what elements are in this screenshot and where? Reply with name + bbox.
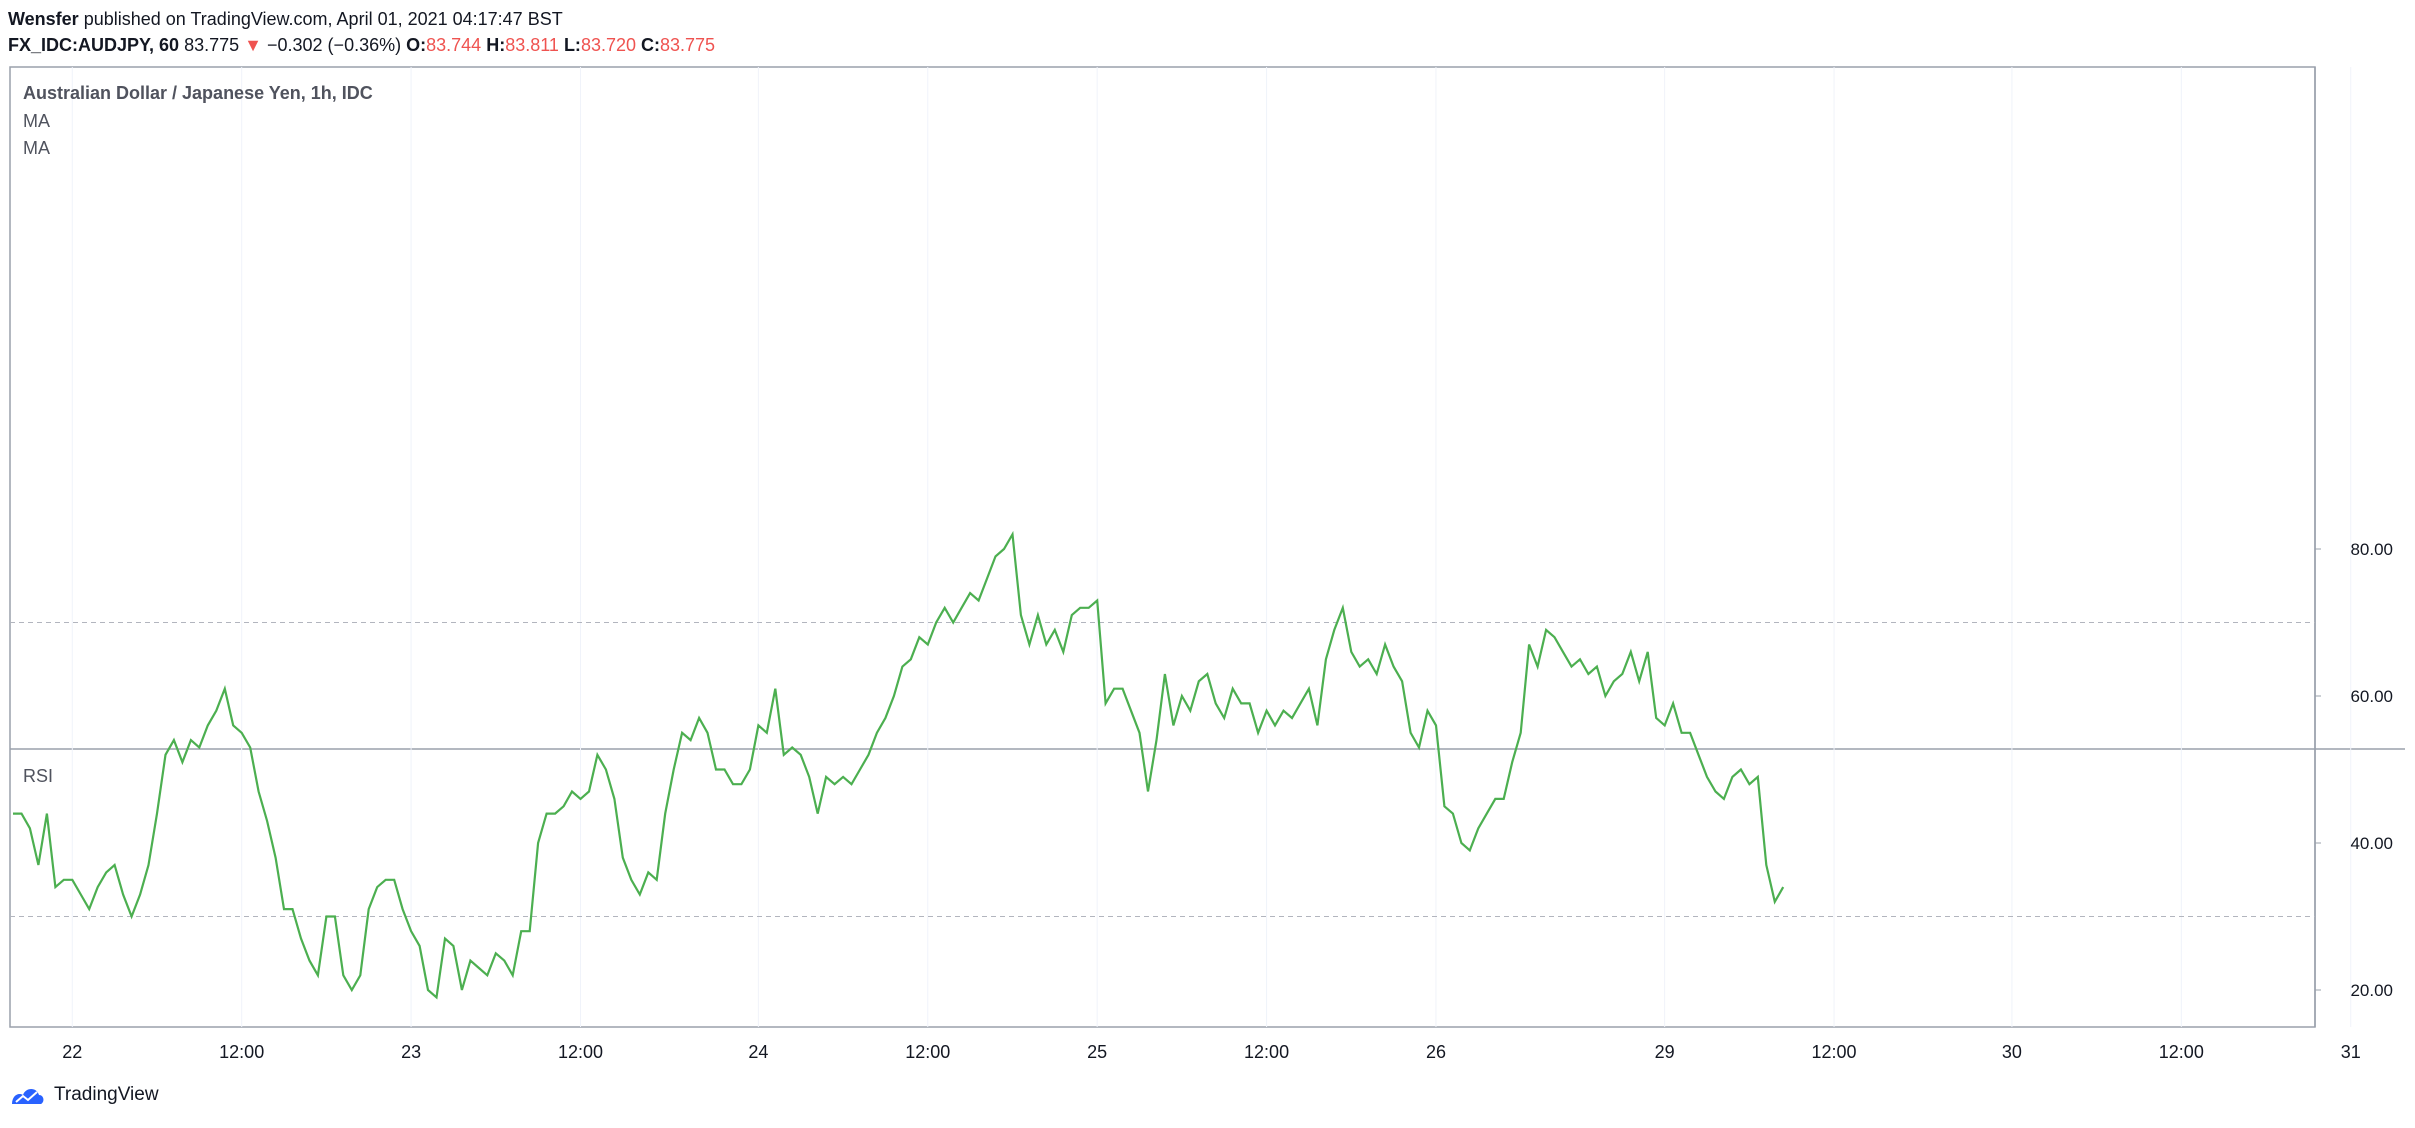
ma-legend-2: MA (23, 138, 50, 158)
down-arrow-icon: ▼ (244, 35, 262, 55)
rsi-tick-label: 20.00 (2350, 981, 2393, 1000)
high-value: 83.811 (505, 35, 559, 55)
rsi-pane (10, 530, 2315, 1000)
series-title: Australian Dollar / Japanese Yen, 1h, ID… (23, 83, 373, 103)
chart-header: Wensfer published on TradingView.com, Ap… (8, 6, 2408, 58)
time-tick-label: 29 (1655, 1042, 1675, 1062)
close-label: C: (641, 35, 661, 55)
open-value: 83.744 (426, 35, 482, 55)
last-price: 83.775 (184, 35, 240, 55)
time-tick-label: 12:00 (1244, 1042, 1289, 1062)
time-tick-label: 23 (401, 1042, 421, 1062)
time-axis[interactable]: 22 12:00 23 12:00 24 12:00 25 12:00 26 29 12:00 30 1… (62, 1042, 2415, 1062)
published-text: published on TradingView.com, April 01, … (83, 9, 563, 29)
symbol-info: FX_IDC:AUDJPY, 60 83.775 ▼ −0.302 (−0.36… (8, 32, 2408, 58)
rsi-tick-label: 40.00 (2350, 834, 2393, 853)
tradingview-logo-icon (12, 1088, 44, 1104)
price-change: −0.302 (−0.36%) (267, 35, 402, 55)
publish-info: Wensfer published on TradingView.com, Ap… (8, 6, 2408, 32)
symbol-label[interactable]: FX_IDC:AUDJPY, 60 (8, 35, 180, 55)
time-tick-label: 12:00 (1812, 1042, 1857, 1062)
rsi-tick-label: 60.00 (2350, 687, 2393, 706)
time-tick-label: 31 (2341, 1042, 2361, 1062)
chart-canvas[interactable]: 85.41483.34182.244 82.00082.50083.00083.… (0, 0, 2415, 1080)
price-axis[interactable]: 82.00082.50083.00083.50084.00084.50085.0… (2315, 0, 2393, 1000)
rsi-tick-label: 80.00 (2350, 540, 2393, 559)
time-tick-label: 30 (2002, 1042, 2022, 1062)
time-tick-label: 12:00 (558, 1042, 603, 1062)
time-tick-label: 12:00 (2159, 1042, 2204, 1062)
ma-legend-1: MA (23, 111, 50, 131)
open-label: O: (406, 35, 427, 55)
rsi-legend: RSI (23, 766, 53, 786)
low-label: L: (563, 35, 581, 55)
author-name[interactable]: Wensfer (8, 9, 79, 29)
time-tick-label: 26 (1426, 1042, 1446, 1062)
close-value: 83.775 (660, 35, 716, 55)
footer-brand: TradingView (54, 1084, 159, 1105)
time-tick-label: 25 (1087, 1042, 1107, 1062)
time-tick-label: 22 (62, 1042, 82, 1062)
time-tick-label: 12:00 (219, 1042, 264, 1062)
high-label: H: (486, 35, 506, 55)
grid-lines (71, 67, 2352, 1027)
chart-frame (9, 66, 2316, 1028)
time-tick-label: 24 (748, 1042, 768, 1062)
tradingview-footer[interactable]: TradingView (10, 1084, 159, 1106)
low-value: 83.720 (580, 35, 636, 55)
time-tick-label: 12:00 (905, 1042, 950, 1062)
rsi-line (13, 530, 1785, 1000)
